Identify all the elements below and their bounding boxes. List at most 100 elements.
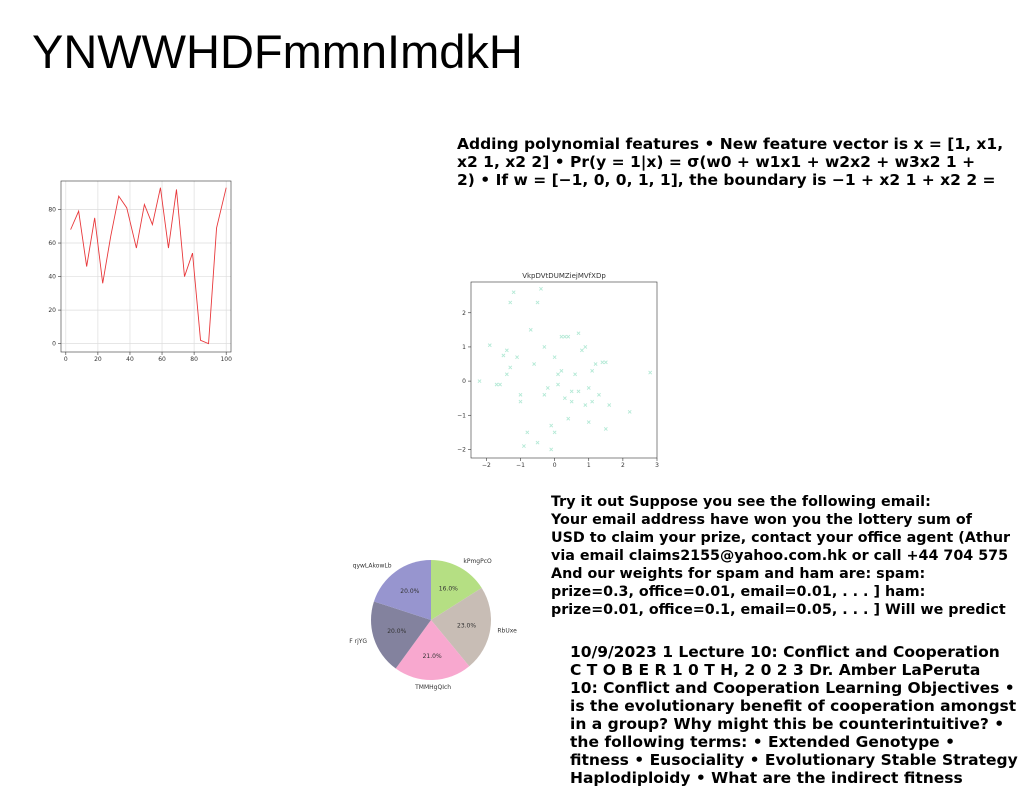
point	[648, 370, 653, 375]
point	[559, 368, 564, 373]
text-line: is the evolutionary benefit of cooperati…	[570, 697, 1017, 715]
text-line: Adding polynomial features • New feature…	[457, 135, 1003, 153]
point	[566, 334, 571, 339]
point	[576, 389, 581, 394]
point	[593, 362, 598, 366]
point	[539, 286, 543, 291]
point	[487, 343, 492, 348]
point	[494, 382, 499, 387]
point	[590, 399, 595, 404]
text-line: Haplodiploidy • What are the indirect fi…	[570, 769, 963, 787]
x-tick-label: −2	[482, 462, 491, 469]
text-line: Your email address have won you the lott…	[550, 512, 973, 528]
point	[586, 386, 591, 390]
point	[549, 447, 554, 452]
point	[559, 334, 564, 339]
point	[504, 348, 509, 353]
x-tick-label: 3	[655, 462, 659, 469]
slice-label: kPmgPcO	[463, 558, 492, 565]
x-tick-label: 0	[64, 356, 68, 363]
pie-slice	[431, 560, 482, 620]
y-tick-label: 1	[462, 344, 466, 351]
pie-slice	[431, 587, 491, 667]
point	[552, 355, 557, 360]
plot-frame	[470, 281, 658, 459]
y-tick-label: −1	[457, 412, 466, 419]
y-tick-label: 2	[462, 310, 466, 317]
text-line: via email claims2155@yahoo.com.hk or cal…	[551, 548, 1008, 564]
y-tick-label: 40	[48, 274, 56, 281]
point	[556, 372, 560, 377]
text-line: 10: Conflict and Cooperation Learning Ob…	[570, 679, 1015, 697]
y-tick-label: 20	[48, 307, 56, 314]
x-tick-label: 1	[587, 462, 591, 469]
point	[549, 423, 554, 428]
pie-slice	[373, 560, 431, 620]
x-tick-label: 100	[220, 356, 232, 363]
slice-label: RbUxe	[497, 628, 517, 635]
point	[508, 365, 513, 370]
x-tick-label: 20	[94, 356, 102, 363]
slice-value: 23.0%	[457, 623, 476, 630]
text-line: fitness • Eusociality • Evolutionary Sta…	[570, 751, 1018, 769]
point	[501, 353, 506, 358]
text-line: the following terms: • Extended Genotype…	[570, 733, 955, 751]
point	[521, 444, 526, 448]
text-line: x2 1, x2 2] • Pr(y = 1|x) = σ(w0 + w1x1 …	[457, 153, 975, 172]
slice-value: 16.0%	[439, 585, 458, 592]
point	[511, 290, 516, 295]
text-line: 10/9/2023 1 Lecture 10: Conflict and Coo…	[570, 643, 1000, 661]
y-tick-label: 80	[48, 207, 56, 214]
point	[566, 416, 571, 421]
point	[562, 396, 567, 401]
pie-slice	[371, 601, 431, 669]
point	[504, 372, 509, 377]
point	[583, 403, 588, 407]
slice-label: TMMHgQIch	[414, 684, 451, 691]
text-line: USD to claim your prize, contact your of…	[551, 530, 1011, 546]
point	[508, 300, 513, 305]
pie-slice	[395, 620, 470, 680]
point	[477, 379, 482, 384]
point	[518, 392, 523, 397]
slice-value: 20.0%	[387, 628, 406, 635]
point	[535, 440, 540, 445]
point	[597, 392, 601, 397]
point	[556, 382, 560, 387]
point	[573, 372, 578, 377]
slice-value: 21.0%	[423, 653, 442, 660]
y-tick-label: 60	[48, 240, 56, 247]
text-line: And our weights for spam and ham are: sp…	[551, 566, 925, 582]
point	[590, 368, 595, 373]
point	[532, 362, 537, 366]
x-tick-label: 40	[126, 356, 134, 363]
y-tick-label: 0	[52, 341, 56, 348]
point	[545, 386, 550, 390]
text-line: Try it out Suppose you see the following…	[551, 494, 931, 510]
point	[607, 403, 612, 407]
point	[542, 345, 547, 349]
point	[579, 348, 584, 353]
y-tick-label: −2	[457, 446, 466, 453]
point	[562, 334, 567, 339]
point	[569, 389, 574, 394]
x-tick-label: 60	[158, 356, 166, 363]
title: YNWWHDFmmnImdkH	[32, 25, 523, 78]
text-line: prize=0.01, office=0.1, email=0.05, . . …	[551, 602, 1006, 618]
chart-title: VkpDVtDUMZiejMVfXDp	[522, 272, 606, 280]
point	[552, 430, 557, 435]
point	[603, 360, 608, 365]
point	[498, 382, 502, 387]
point	[627, 409, 632, 414]
text-line: prize=0.3, office=0.01, email=0.01, . . …	[551, 584, 925, 600]
x-tick-label: −1	[516, 462, 525, 469]
point	[515, 355, 519, 360]
point	[528, 327, 533, 332]
slice-label: F rjYG	[349, 638, 367, 645]
x-tick-label: 80	[190, 356, 198, 363]
text-line: in a group? Why might this be counterint…	[570, 715, 1004, 733]
text-line: C T O B E R 1 0 T H, 2 0 2 3 Dr. Amber L…	[570, 661, 980, 679]
text-line: 2) • If w = [−1, 0, 0, 1, 1], the bounda…	[457, 171, 996, 189]
